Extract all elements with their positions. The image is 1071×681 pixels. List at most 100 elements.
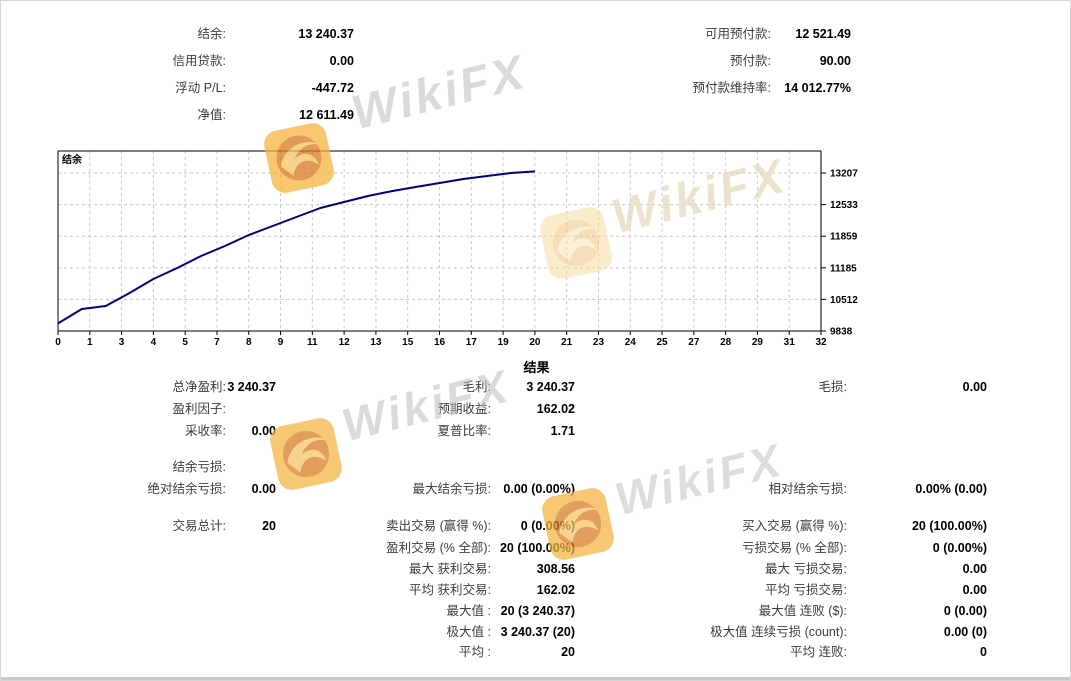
wikifx-logo-icon (256, 115, 341, 200)
stat-label: 夏普比率: (437, 424, 491, 438)
stat-value: 0.00 (251, 482, 276, 496)
x-axis-tick-label: 1 (87, 337, 93, 348)
x-axis-tick-label: 23 (593, 337, 605, 348)
x-axis-tick-label: 29 (752, 337, 764, 348)
wikifx-watermark-text: WikiFX (609, 433, 789, 526)
stat-value: 20 (100.00%) (911, 519, 987, 533)
stat-label: 采收率: (185, 424, 226, 438)
stat-label: 毛损: (818, 380, 847, 394)
stat-label: 最大值 连败 ($): (758, 604, 847, 618)
stat-label: 平均 : (459, 645, 491, 659)
y-axis-tick-label: 10512 (830, 295, 858, 306)
x-axis-tick-label: 5 (182, 337, 188, 348)
stat-label: 盈利交易 (% 全部): (386, 541, 491, 555)
balance-line (57, 170, 535, 325)
stat-value: -447.72 (311, 81, 354, 95)
x-axis-tick-label: 19 (498, 337, 510, 348)
x-axis-tick-label: 13 (370, 337, 382, 348)
y-axis-tick-label: 13207 (830, 169, 858, 180)
stat-label: 可用预付款: (705, 27, 771, 41)
x-axis-tick-label: 3 (119, 337, 125, 348)
stat-value: 0.00 (329, 54, 354, 68)
stat-label: 信用贷款: (172, 54, 226, 68)
chart-border (57, 150, 822, 332)
stat-value: 3 240.37 (20) (500, 625, 575, 639)
stat-label: 结余亏损: (172, 460, 226, 474)
stat-label: 买入交易 (赢得 %): (742, 519, 847, 533)
x-axis-tick-label: 8 (246, 337, 252, 348)
x-axis-tick-label: 28 (720, 337, 732, 348)
stat-value: 0.00 (962, 562, 987, 576)
stat-value: 0.00 (962, 380, 987, 394)
stat-label: 平均 连败: (790, 645, 847, 659)
x-axis-tick-label: 7 (214, 337, 220, 348)
stat-value: 162.02 (536, 402, 575, 416)
y-axis-tick-label: 12533 (830, 200, 858, 211)
chart-legend-label: 结余 (62, 153, 83, 166)
stat-label: 绝对结余亏损: (147, 482, 226, 496)
stat-value: 0.00 (962, 583, 987, 597)
x-axis-tick-label: 31 (784, 337, 796, 348)
stat-label: 最大结余亏损: (412, 482, 491, 496)
x-axis-tick-label: 9 (278, 337, 284, 348)
stat-value: 0.00 (251, 424, 276, 438)
stat-label: 交易总计: (172, 519, 226, 533)
stat-value: 13 240.37 (298, 27, 354, 41)
y-axis-tick-label: 11185 (830, 263, 857, 274)
wikifx-watermark-text: WikiFX (606, 149, 792, 245)
results-title: 结果 (523, 360, 550, 375)
window-bottom-edge (1, 677, 1070, 680)
stat-label: 卖出交易 (赢得 %): (386, 519, 491, 533)
stat-value: 90.00 (819, 54, 851, 68)
stat-value: 0 (0.00%) (520, 519, 575, 533)
stat-label: 浮动 P/L: (175, 81, 226, 95)
wikifx-logo-icon (532, 199, 620, 287)
stat-label: 预付款: (730, 54, 771, 68)
x-axis-tick-label: 24 (625, 337, 637, 348)
stat-value: 12 611.49 (299, 108, 354, 122)
stat-value: 12 521.49 (795, 27, 851, 41)
x-axis-tick-label: 15 (402, 337, 414, 348)
stat-label: 总净盈利: (172, 380, 226, 394)
x-axis-tick-label: 16 (434, 337, 446, 348)
x-axis-tick-label: 4 (151, 337, 157, 348)
stat-value: 20 (100.00%) (499, 541, 575, 555)
x-axis-tick-label: 27 (688, 337, 700, 348)
stat-label: 盈利因子: (172, 402, 226, 416)
x-axis-tick-label: 0 (55, 337, 61, 348)
x-axis-tick-label: 12 (339, 337, 351, 348)
x-axis-tick-label: 32 (815, 337, 827, 348)
stat-value: 308.56 (536, 562, 575, 576)
stat-value: 0 (980, 645, 987, 659)
y-axis-tick-label: 11859 (830, 232, 858, 243)
stat-value: 20 (3 240.37) (500, 604, 575, 618)
x-axis-tick-label: 11 (307, 337, 318, 348)
x-axis-tick-label: 25 (656, 337, 668, 348)
stat-label: 预期收益: (437, 402, 491, 416)
x-axis-tick-label: 20 (529, 337, 541, 348)
wikifx-watermark-text: WikiFX (346, 45, 532, 141)
stat-label: 最大 亏损交易: (765, 562, 847, 576)
stat-label: 亏损交易 (% 全部): (742, 541, 847, 555)
stat-value: 14 012.77% (784, 81, 851, 95)
stat-value: 0 (0.00) (943, 604, 987, 618)
stat-label: 最大 获利交易: (409, 562, 491, 576)
stat-value: 0.00% (0.00) (915, 482, 987, 496)
stat-label: 平均 亏损交易: (765, 583, 847, 597)
x-axis-tick-label: 17 (466, 337, 478, 348)
stat-value: 3 240.37 (526, 380, 575, 394)
stat-value: 162.02 (536, 583, 575, 597)
stat-value: 3 240.37 (227, 380, 276, 394)
stat-label: 极大值 : (446, 625, 491, 639)
stat-value: 20 (561, 645, 575, 659)
y-axis-tick-label: 9838 (830, 327, 853, 338)
stat-value: 0.00 (0) (943, 625, 987, 639)
stat-label: 相对结余亏损: (768, 482, 847, 496)
stat-value: 1.71 (550, 424, 575, 438)
stat-value: 20 (262, 519, 276, 533)
stat-label: 结余: (197, 27, 226, 41)
stat-label: 最大值 : (446, 604, 491, 618)
x-axis-tick-label: 21 (561, 337, 573, 348)
stat-label: 极大值 连续亏损 (count): (710, 625, 847, 639)
